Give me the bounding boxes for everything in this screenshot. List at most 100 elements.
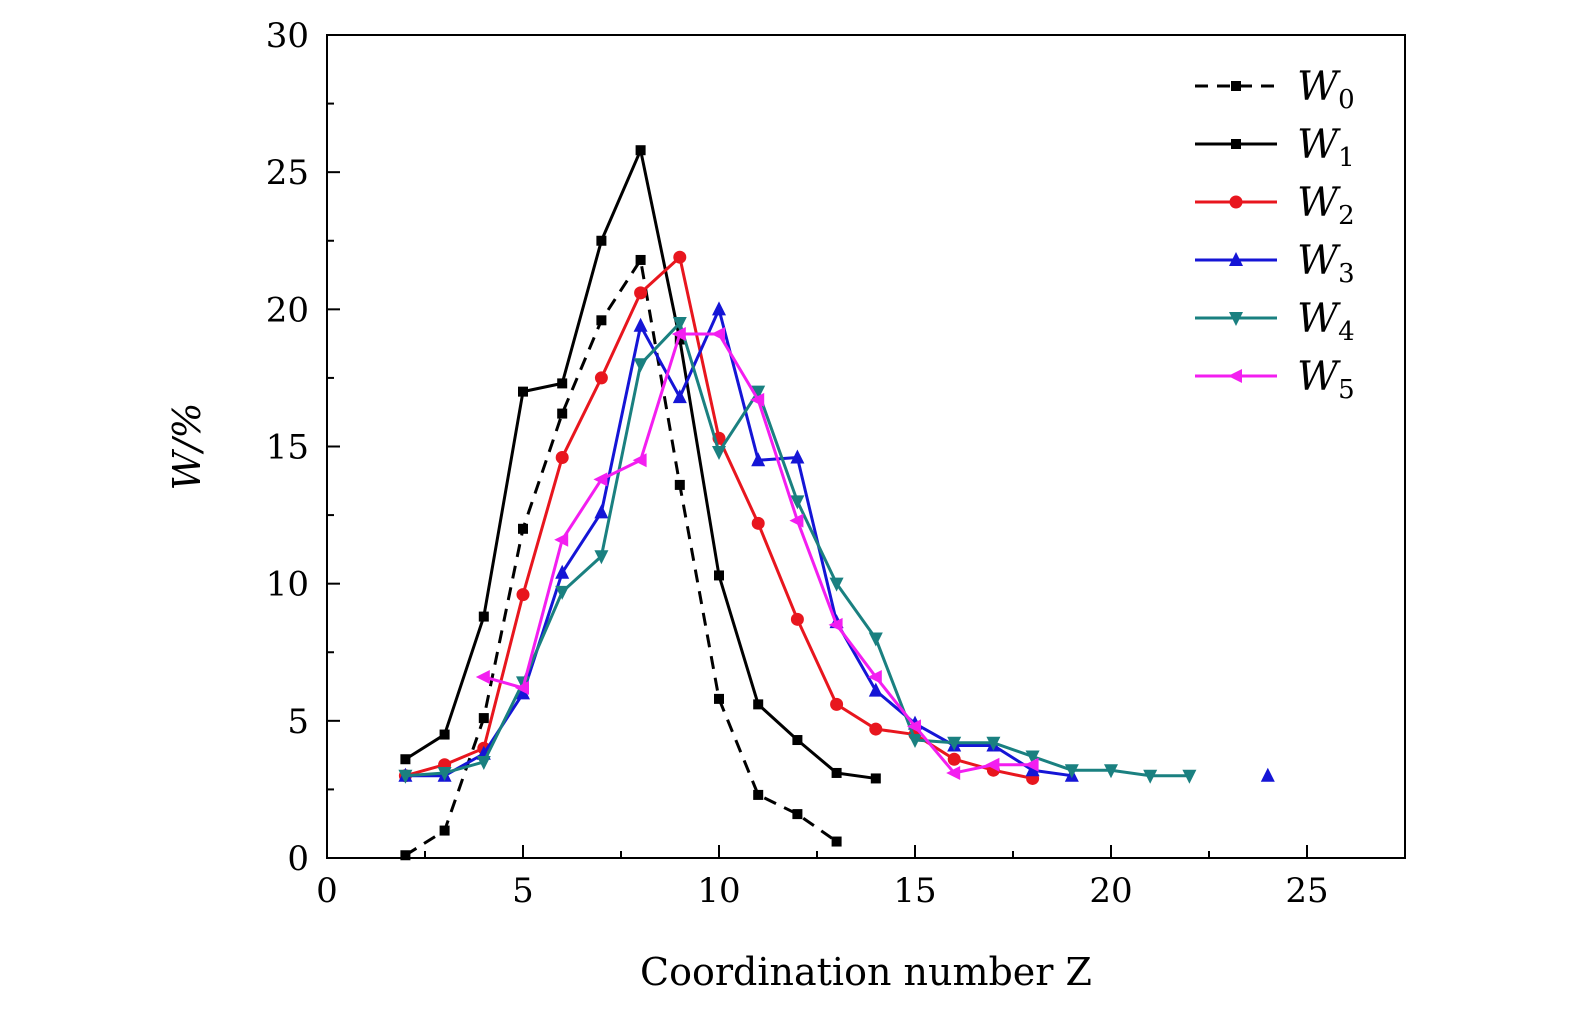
legend-item-W1: W1 (1195, 122, 1355, 173)
y-tick-label: 20 (266, 290, 309, 330)
data-point-W3 (672, 389, 687, 404)
legend-marker (1231, 139, 1241, 149)
data-point-W0 (596, 315, 607, 326)
y-tick-label: 25 (266, 153, 309, 193)
data-point-W4 (829, 577, 844, 592)
data-point-W2 (634, 286, 648, 300)
data-point-W1 (870, 773, 881, 784)
data-point-W3 (868, 682, 883, 697)
data-point-W4 (437, 766, 452, 781)
data-point-W4 (1064, 764, 1079, 779)
legend-item-W4: W4 (1195, 296, 1355, 347)
data-point-W2 (869, 722, 883, 736)
data-point-W4 (594, 550, 609, 565)
legend-item-W2: W2 (1195, 180, 1355, 231)
y-tick-label: 30 (266, 16, 309, 56)
legend-marker (1229, 312, 1243, 326)
x-tick-label: 10 (697, 871, 740, 911)
data-point-W3 (712, 301, 726, 316)
data-point-W5 (554, 532, 569, 547)
y-tick-label: 15 (266, 428, 309, 468)
data-point-W0 (518, 523, 528, 534)
data-point-W1 (596, 235, 607, 246)
data-point-W4 (790, 495, 805, 510)
data-point-W5 (789, 513, 804, 528)
data-point-W1 (400, 754, 411, 765)
legend-label: W1 (1297, 122, 1355, 173)
data-point-W0 (792, 809, 803, 820)
data-point-W3 (1025, 762, 1040, 777)
data-point-W3 (633, 317, 648, 332)
data-point-W1 (557, 378, 568, 389)
data-point-W4 (868, 632, 883, 647)
y-tick-label: 0 (287, 839, 309, 879)
legend: W0 W1 W2 W3 W4 W5 (1195, 64, 1355, 405)
data-point-W1 (439, 729, 450, 740)
data-point-W4 (947, 736, 962, 751)
legend-marker (1231, 81, 1241, 91)
data-point-W5 (593, 472, 608, 487)
data-point-W0 (400, 850, 411, 861)
legend-marker (1229, 252, 1243, 266)
y-tick-label: 10 (266, 565, 309, 605)
legend-label: W2 (1297, 180, 1355, 231)
data-point-W4 (398, 769, 413, 784)
data-point-W5 (750, 392, 765, 407)
data-point-W1 (635, 145, 646, 156)
data-point-W2 (790, 612, 804, 626)
data-point-W0 (557, 408, 568, 419)
x-tick-label: 5 (512, 871, 534, 911)
data-point-W5 (985, 757, 1000, 772)
data-point-W3 (1260, 767, 1275, 782)
series-W5 (475, 327, 1039, 780)
data-point-W2 (830, 697, 844, 711)
data-point-W2 (594, 371, 608, 385)
data-point-W5 (946, 765, 961, 780)
data-point-W5 (1024, 757, 1039, 772)
legend-label: W3 (1297, 238, 1355, 289)
data-point-W2 (673, 250, 687, 264)
series-line-W0 (404, 258, 838, 857)
x-tick-label: 15 (893, 871, 936, 911)
x-tick-label: 20 (1089, 871, 1132, 911)
data-point-W5 (671, 327, 686, 342)
legend-label: W0 (1297, 64, 1355, 115)
y-axis-title: W/% (165, 403, 209, 491)
data-point-W0 (439, 825, 450, 836)
data-point-W5 (515, 680, 529, 695)
series-line-W3 (405, 307, 1073, 778)
data-point-W5 (867, 669, 882, 684)
data-point-W1 (518, 386, 528, 397)
data-point-W1 (831, 767, 842, 778)
data-point-W4 (908, 734, 922, 749)
data-point-W4 (751, 385, 766, 400)
legend-label: W4 (1297, 296, 1355, 347)
data-point-W2 (751, 516, 765, 530)
data-point-W0 (753, 789, 764, 800)
data-point-W1 (478, 611, 489, 622)
data-point-W0 (714, 693, 724, 704)
data-point-W0 (831, 836, 842, 847)
data-point-W3 (555, 564, 570, 579)
data-point-W5 (711, 327, 725, 342)
x-tick-label: 0 (316, 871, 338, 911)
data-point-W4 (1025, 750, 1040, 765)
series-W0 (400, 254, 842, 861)
data-point-W1 (674, 334, 685, 345)
legend-marker (1229, 195, 1243, 209)
series-W3 (398, 301, 1275, 782)
legend-item-W0: W0 (1195, 64, 1355, 115)
data-point-W3 (516, 685, 530, 700)
data-point-W4 (672, 317, 687, 332)
data-point-W0 (635, 254, 646, 265)
plot-area-frame (326, 34, 1406, 859)
legend-marker (1228, 369, 1242, 383)
data-point-W4 (986, 736, 1001, 751)
series-line-W1 (404, 148, 877, 780)
data-point-W3 (790, 449, 805, 464)
legend-item-W3: W3 (1195, 238, 1355, 289)
data-point-W1 (792, 735, 803, 746)
series-W4 (398, 317, 1197, 784)
data-point-W5 (632, 453, 647, 468)
series-W1 (400, 145, 881, 784)
